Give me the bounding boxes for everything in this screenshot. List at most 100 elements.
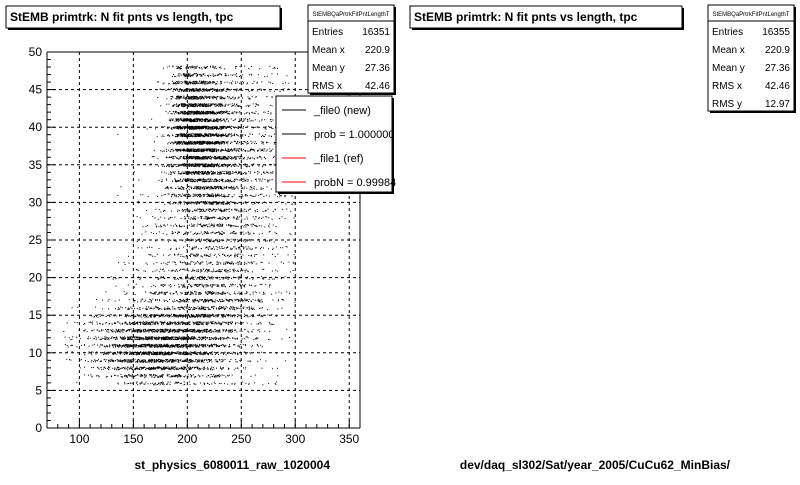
data-point <box>203 210 204 211</box>
data-point <box>191 67 192 68</box>
data-point <box>186 82 187 83</box>
data-point <box>154 359 155 360</box>
data-point <box>193 158 194 159</box>
data-point <box>177 347 178 348</box>
data-point <box>189 171 190 172</box>
data-point <box>112 336 113 337</box>
data-point <box>177 158 178 159</box>
data-point <box>184 163 185 164</box>
data-point <box>190 98 191 99</box>
data-point <box>196 172 197 173</box>
data-point <box>201 119 202 120</box>
data-point <box>226 143 227 144</box>
data-point <box>94 338 95 339</box>
data-point <box>207 150 208 151</box>
data-point <box>216 187 217 188</box>
data-point <box>177 369 178 370</box>
data-point <box>91 360 92 361</box>
data-point <box>163 354 164 355</box>
data-point <box>202 144 203 145</box>
data-point <box>184 111 185 112</box>
data-point <box>182 126 183 127</box>
data-point <box>222 135 223 136</box>
data-point <box>195 179 196 180</box>
data-point <box>179 97 180 98</box>
data-point <box>194 128 195 129</box>
data-point <box>195 68 196 69</box>
data-point <box>185 218 186 219</box>
data-point <box>208 76 209 77</box>
data-point <box>178 99 179 100</box>
data-point <box>215 181 216 182</box>
data-point <box>181 83 182 84</box>
data-point <box>189 142 190 143</box>
data-point <box>185 75 186 76</box>
data-point <box>204 67 205 68</box>
data-point <box>230 104 231 105</box>
data-point <box>203 354 204 355</box>
data-point <box>114 367 115 368</box>
data-point <box>106 337 107 338</box>
data-point <box>198 134 199 135</box>
data-point <box>214 97 215 98</box>
data-point <box>191 224 192 225</box>
data-point <box>202 81 203 82</box>
data-point <box>65 337 66 338</box>
data-point <box>183 165 184 166</box>
data-point <box>197 156 198 157</box>
data-point <box>192 91 193 92</box>
data-point <box>195 181 196 182</box>
data-point <box>151 302 152 303</box>
data-point <box>242 225 243 226</box>
data-point <box>66 359 67 360</box>
data-point <box>205 216 206 217</box>
data-point <box>206 150 207 151</box>
data-point <box>204 113 205 114</box>
data-point <box>205 75 206 76</box>
data-point <box>196 121 197 122</box>
data-point <box>182 128 183 129</box>
data-point <box>233 247 234 248</box>
data-point <box>122 323 123 324</box>
data-point <box>237 217 238 218</box>
data-point <box>178 188 179 189</box>
data-point <box>189 337 190 338</box>
data-point <box>215 97 216 98</box>
data-point <box>213 81 214 82</box>
data-point <box>193 83 194 84</box>
data-point <box>174 128 175 129</box>
data-point <box>208 112 209 113</box>
data-point <box>213 201 214 202</box>
data-point <box>162 135 163 136</box>
data-point <box>189 186 190 187</box>
data-point <box>187 66 188 67</box>
data-point <box>185 174 186 175</box>
data-point <box>196 150 197 151</box>
data-point <box>233 135 234 136</box>
data-point <box>210 314 211 315</box>
data-point <box>197 339 198 340</box>
data-point <box>172 149 173 150</box>
data-point <box>179 173 180 174</box>
data-point <box>181 111 182 112</box>
data-point <box>157 352 158 353</box>
data-point <box>211 195 212 196</box>
data-point <box>178 150 179 151</box>
data-point <box>191 114 192 115</box>
data-point <box>187 96 188 97</box>
data-point <box>227 143 228 144</box>
data-point <box>224 322 225 323</box>
data-point <box>216 106 217 107</box>
data-point <box>204 96 205 97</box>
data-point <box>193 165 194 166</box>
data-point <box>231 165 232 166</box>
data-point <box>189 82 190 83</box>
data-point <box>143 321 144 322</box>
data-point <box>193 194 194 195</box>
data-point <box>190 179 191 180</box>
data-point <box>220 353 221 354</box>
data-point <box>130 353 131 354</box>
data-point <box>175 171 176 172</box>
data-point <box>196 165 197 166</box>
data-point <box>207 201 208 202</box>
